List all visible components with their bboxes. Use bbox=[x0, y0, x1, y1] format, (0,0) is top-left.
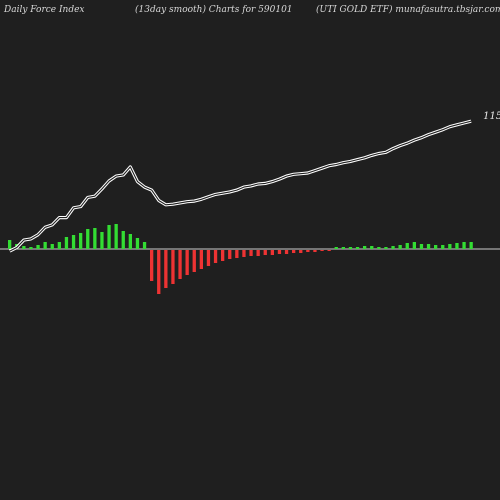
force-bar bbox=[412, 242, 416, 249]
chart-subtitle: (13day smooth) Charts for 590101 bbox=[135, 5, 293, 15]
force-bar bbox=[327, 250, 331, 251]
force-bar bbox=[299, 250, 303, 253]
force-bar bbox=[8, 240, 12, 249]
force-bar bbox=[206, 250, 211, 266]
force-bar bbox=[306, 250, 310, 252]
force-bar bbox=[405, 243, 409, 249]
force-bar bbox=[426, 244, 431, 249]
force-bar bbox=[86, 229, 90, 249]
price-line-outline bbox=[8, 119, 472, 253]
force-bar bbox=[277, 250, 282, 254]
force-bar bbox=[142, 242, 147, 249]
force-bar bbox=[434, 245, 438, 249]
force-bar bbox=[213, 250, 218, 263]
force-bar bbox=[121, 231, 125, 249]
force-bar bbox=[448, 244, 452, 249]
force-bar bbox=[135, 238, 140, 249]
force-bar bbox=[320, 250, 324, 251]
force-bar bbox=[164, 250, 168, 288]
force-bar bbox=[270, 250, 274, 255]
force-bar bbox=[370, 246, 374, 249]
force-bar bbox=[263, 250, 267, 255]
force-bar bbox=[284, 250, 289, 254]
force-bar bbox=[185, 250, 189, 275]
force-bar bbox=[199, 250, 203, 269]
force-bar bbox=[242, 250, 246, 257]
force-bar bbox=[171, 250, 175, 284]
force-bar bbox=[29, 247, 33, 249]
force-bar bbox=[93, 228, 97, 249]
force-bar bbox=[363, 246, 367, 249]
force-bar bbox=[249, 250, 253, 256]
force-bar bbox=[419, 244, 424, 249]
force-bar bbox=[228, 250, 232, 259]
force-bar bbox=[157, 250, 161, 294]
force-bar bbox=[441, 245, 445, 249]
force-bar bbox=[150, 250, 154, 281]
price-line-group bbox=[8, 119, 472, 253]
force-bar bbox=[355, 247, 360, 249]
force-bar bbox=[71, 235, 76, 249]
force-bar bbox=[100, 232, 104, 249]
force-bar bbox=[313, 250, 317, 252]
chart-title: Daily Force Index bbox=[4, 5, 85, 15]
last-price-label: 115.62 bbox=[483, 111, 500, 122]
force-bar bbox=[57, 242, 61, 249]
force-bar bbox=[235, 250, 239, 258]
force-bar bbox=[192, 250, 196, 272]
force-bar bbox=[455, 243, 459, 249]
force-bar bbox=[64, 237, 69, 249]
force-bar bbox=[36, 245, 40, 249]
price-line bbox=[9, 120, 472, 252]
force-bar bbox=[114, 224, 118, 249]
force-bar bbox=[79, 233, 83, 249]
force-bar bbox=[43, 242, 47, 249]
force-bar bbox=[341, 247, 345, 249]
force-bar bbox=[469, 242, 473, 249]
force-bar bbox=[50, 244, 54, 249]
force-bar bbox=[128, 234, 132, 249]
force-bar bbox=[377, 247, 381, 249]
chart-source: (UTI GOLD ETF) munafasutra.tbsjar.com bbox=[316, 5, 500, 15]
force-bar bbox=[221, 250, 225, 261]
force-index-bars bbox=[8, 224, 473, 294]
force-bar bbox=[178, 250, 182, 279]
force-bar bbox=[398, 245, 402, 249]
force-bar bbox=[107, 225, 111, 249]
force-bar bbox=[348, 247, 353, 249]
force-bar bbox=[292, 250, 296, 253]
force-bar bbox=[22, 246, 26, 249]
force-bar bbox=[384, 247, 388, 249]
force-bar bbox=[462, 242, 466, 249]
force-bar bbox=[391, 246, 395, 249]
force-bar bbox=[256, 250, 260, 256]
force-bar bbox=[334, 247, 338, 249]
